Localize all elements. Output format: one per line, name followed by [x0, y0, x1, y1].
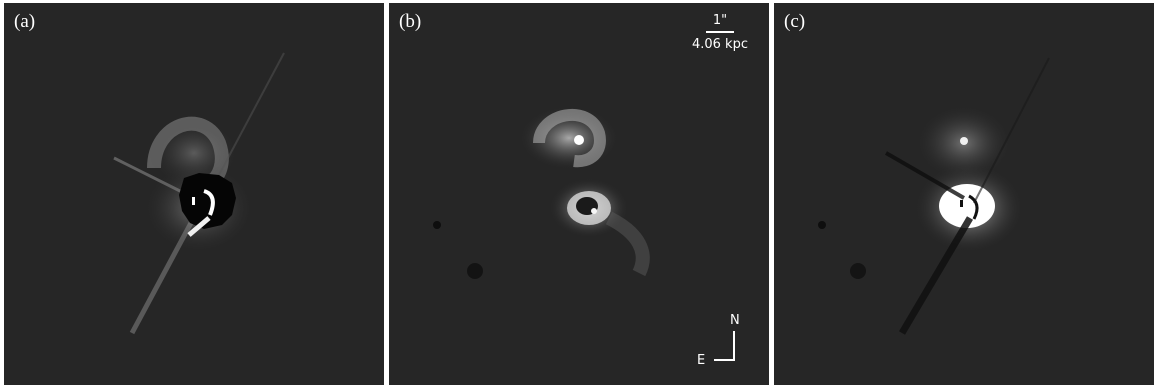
panel-a: (a): [4, 3, 384, 385]
panel-c: (c): [774, 3, 1154, 385]
compass-east-label: E: [697, 353, 706, 368]
panel-b-image: [433, 106, 650, 279]
compass: N E: [697, 313, 757, 373]
panel-b-label: (b): [399, 11, 422, 32]
compass-north-label: N: [730, 313, 740, 328]
compass-east-arrow: [714, 359, 735, 361]
scale-bar-angular: 1": [712, 13, 728, 28]
panel-a-label: (a): [14, 11, 36, 32]
scale-bar-line: [706, 31, 734, 33]
scale-bar-physical: 4.06 kpc: [691, 37, 748, 52]
panel-c-image: [818, 57, 1050, 335]
compass-north-arrow: [733, 331, 735, 361]
panel-b: (b) 1" 4.06 kpc N E: [389, 3, 769, 385]
panel-c-label: (c): [784, 11, 806, 32]
scale-bar: 1" 4.06 kpc: [685, 13, 755, 52]
panel-a-image: [113, 52, 285, 335]
